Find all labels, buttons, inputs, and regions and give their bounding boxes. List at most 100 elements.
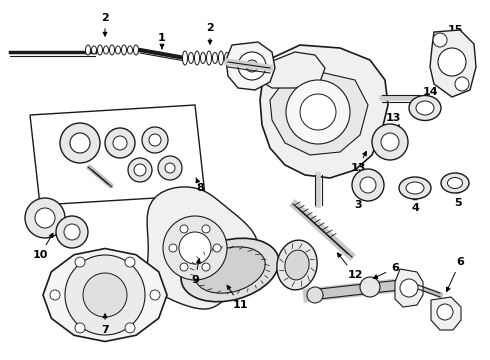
Circle shape	[163, 216, 227, 280]
Circle shape	[437, 304, 453, 320]
Circle shape	[169, 244, 177, 252]
Text: 4: 4	[411, 196, 419, 213]
Text: 9: 9	[191, 259, 200, 285]
Circle shape	[360, 177, 376, 193]
Circle shape	[238, 52, 266, 80]
Ellipse shape	[85, 45, 91, 55]
Circle shape	[70, 133, 90, 153]
Circle shape	[372, 124, 408, 160]
Circle shape	[179, 232, 211, 264]
Text: 5: 5	[454, 189, 462, 208]
Ellipse shape	[181, 238, 279, 302]
Circle shape	[150, 290, 160, 300]
Circle shape	[286, 80, 350, 144]
Circle shape	[180, 263, 188, 271]
Text: 15: 15	[447, 25, 463, 44]
Text: 12: 12	[338, 253, 363, 280]
Text: 1: 1	[158, 33, 166, 49]
Polygon shape	[431, 297, 461, 330]
Ellipse shape	[122, 45, 126, 55]
Circle shape	[56, 216, 88, 248]
Circle shape	[83, 273, 127, 317]
Ellipse shape	[92, 46, 97, 54]
Polygon shape	[43, 248, 167, 342]
Ellipse shape	[182, 51, 188, 65]
Circle shape	[125, 257, 135, 267]
Circle shape	[433, 33, 447, 47]
Circle shape	[300, 94, 336, 130]
Ellipse shape	[103, 46, 108, 54]
Circle shape	[125, 323, 135, 333]
Circle shape	[65, 255, 145, 335]
Circle shape	[400, 279, 418, 297]
Ellipse shape	[116, 46, 121, 54]
Circle shape	[158, 156, 182, 180]
Text: 7: 7	[101, 314, 109, 335]
Ellipse shape	[285, 250, 309, 280]
Polygon shape	[147, 187, 258, 309]
Ellipse shape	[409, 95, 441, 121]
Circle shape	[455, 77, 469, 91]
Circle shape	[202, 263, 210, 271]
Ellipse shape	[98, 45, 102, 55]
Text: 11: 11	[227, 285, 248, 310]
Polygon shape	[270, 72, 368, 155]
Text: 13: 13	[385, 113, 401, 129]
Circle shape	[50, 290, 60, 300]
Circle shape	[25, 198, 65, 238]
Ellipse shape	[127, 46, 132, 54]
Polygon shape	[226, 42, 275, 90]
Circle shape	[307, 287, 323, 303]
Ellipse shape	[195, 247, 265, 293]
Ellipse shape	[206, 51, 212, 65]
Text: 14: 14	[422, 87, 438, 104]
Ellipse shape	[200, 53, 205, 63]
Ellipse shape	[219, 51, 223, 65]
Text: 2: 2	[206, 23, 214, 44]
Polygon shape	[430, 30, 476, 97]
Circle shape	[142, 127, 168, 153]
Ellipse shape	[195, 51, 199, 65]
Circle shape	[381, 133, 399, 151]
Circle shape	[246, 60, 258, 72]
Circle shape	[165, 163, 175, 173]
Ellipse shape	[399, 177, 431, 199]
Text: 3: 3	[354, 191, 366, 210]
Text: 13: 13	[350, 152, 366, 173]
Ellipse shape	[224, 53, 229, 63]
Text: 6: 6	[446, 257, 464, 292]
Circle shape	[180, 225, 188, 233]
Text: 2: 2	[101, 13, 109, 36]
Ellipse shape	[416, 101, 434, 115]
Circle shape	[75, 257, 85, 267]
Circle shape	[202, 225, 210, 233]
Ellipse shape	[109, 45, 115, 55]
Ellipse shape	[277, 240, 317, 290]
Circle shape	[64, 224, 80, 240]
Circle shape	[113, 136, 127, 150]
Ellipse shape	[213, 53, 218, 63]
Ellipse shape	[133, 45, 139, 55]
Polygon shape	[30, 105, 205, 205]
Circle shape	[352, 169, 384, 201]
Circle shape	[75, 323, 85, 333]
Polygon shape	[395, 269, 423, 307]
Ellipse shape	[406, 182, 424, 194]
Circle shape	[35, 208, 55, 228]
Ellipse shape	[447, 177, 463, 189]
Text: 8: 8	[196, 177, 204, 193]
Ellipse shape	[441, 173, 469, 193]
Ellipse shape	[189, 53, 194, 63]
Circle shape	[213, 244, 221, 252]
Text: 6: 6	[373, 263, 399, 278]
Circle shape	[128, 158, 152, 182]
Polygon shape	[260, 45, 388, 178]
Circle shape	[60, 123, 100, 163]
Text: 10: 10	[32, 233, 53, 260]
Polygon shape	[262, 52, 325, 88]
Circle shape	[360, 277, 380, 297]
Circle shape	[134, 164, 146, 176]
Circle shape	[105, 128, 135, 158]
Circle shape	[438, 48, 466, 76]
Circle shape	[149, 134, 161, 146]
